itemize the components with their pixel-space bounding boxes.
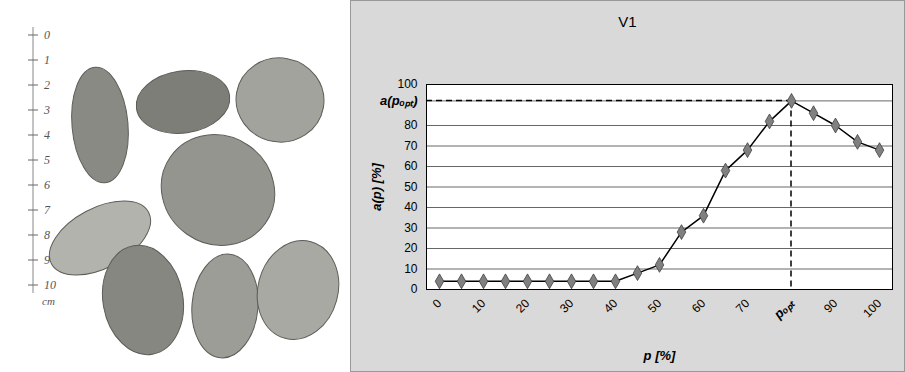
svg-text:cm: cm — [42, 295, 55, 307]
svg-text:2: 2 — [44, 78, 50, 92]
svg-text:20: 20 — [404, 241, 418, 255]
svg-text:0: 0 — [44, 28, 50, 42]
svg-text:60: 60 — [404, 159, 418, 173]
svg-text:7: 7 — [44, 203, 51, 217]
svg-text:70: 70 — [733, 296, 753, 316]
svg-text:8: 8 — [44, 228, 50, 242]
svg-text:40: 40 — [404, 200, 418, 214]
svg-text:p [%]: p [%] — [643, 348, 676, 363]
svg-text:90: 90 — [821, 296, 841, 316]
svg-text:60: 60 — [689, 296, 709, 316]
svg-text:a(p) [%]: a(p) [%] — [369, 163, 384, 211]
svg-text:40: 40 — [601, 296, 621, 316]
html-text:V1: V1 — [618, 13, 637, 30]
svg-text:100: 100 — [860, 296, 884, 320]
svg-text:30: 30 — [404, 221, 418, 235]
svg-text:50: 50 — [645, 296, 665, 316]
svg-text:a(pₒₚₜ): a(pₒₚₜ) — [380, 93, 417, 109]
svg-text:80: 80 — [404, 118, 418, 132]
svg-text:10: 10 — [404, 262, 418, 276]
svg-text:6: 6 — [44, 178, 50, 192]
svg-text:0: 0 — [430, 296, 445, 311]
svg-text:0: 0 — [411, 282, 418, 296]
svg-text:70: 70 — [404, 139, 418, 153]
svg-text:10: 10 — [469, 296, 489, 316]
svg-text:5: 5 — [44, 153, 50, 167]
svg-text:pₒₚₜ: pₒₚₜ — [770, 295, 798, 323]
svg-text:1: 1 — [44, 53, 50, 67]
svg-text:30: 30 — [557, 296, 577, 316]
svg-text:20: 20 — [513, 296, 533, 316]
svg-text:3: 3 — [43, 103, 50, 117]
svg-text:10: 10 — [44, 278, 56, 292]
svg-text:9: 9 — [44, 253, 50, 267]
svg-text:4: 4 — [44, 128, 50, 142]
svg-text:50: 50 — [404, 180, 418, 194]
svg-text:100: 100 — [397, 77, 417, 91]
